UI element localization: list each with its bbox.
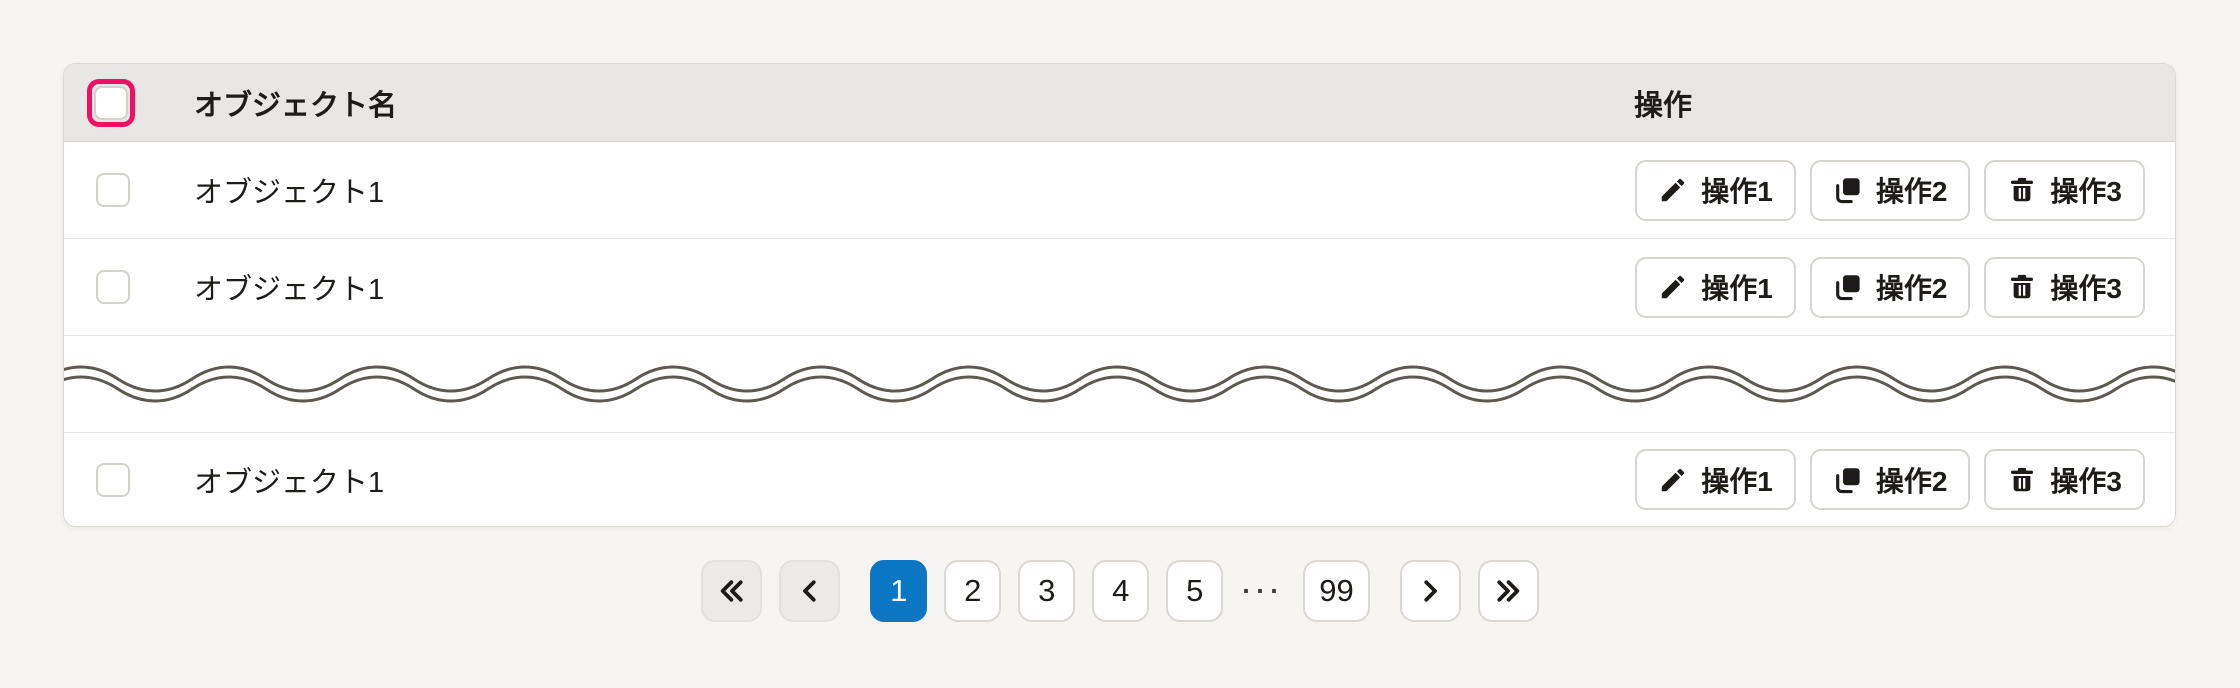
action-label: 操作3 <box>2050 273 2122 304</box>
pencil-icon <box>1662 178 1685 202</box>
row-actions: 操作1 操作2 操作3 <box>1634 159 2175 221</box>
action-label: 操作3 <box>2050 465 2122 497</box>
first-page-button[interactable] <box>701 560 763 622</box>
action1-button[interactable]: 操作1 <box>1635 256 1796 318</box>
action-label: 操作2 <box>1875 273 1948 304</box>
object-name: オブジェクト1 <box>194 177 385 209</box>
trash-icon <box>2011 177 2034 202</box>
last-page-button[interactable] <box>1477 560 1539 622</box>
trash-icon <box>2011 467 2034 491</box>
copy-icon <box>1835 178 1860 204</box>
pagination-ellipsis: ··· <box>1242 575 1285 606</box>
chevrons-left-icon <box>720 580 743 602</box>
table-row: オブジェクト1 操作1 操作2 操作3 <box>64 239 2175 336</box>
select-all-focus-ring <box>87 78 135 127</box>
name-column-header: オブジェクト名 <box>194 89 398 122</box>
row-checkbox[interactable] <box>96 270 130 304</box>
row-actions: 操作1 操作2 操作3 <box>1634 449 2175 510</box>
copy-icon <box>1835 467 1860 493</box>
pencil-icon <box>1662 468 1685 491</box>
row-checkbox[interactable] <box>96 462 130 497</box>
page-button-1[interactable]: 1 <box>870 560 928 622</box>
page-button-3[interactable]: 3 <box>1018 560 1076 622</box>
action-label: 操作2 <box>1875 465 1948 497</box>
action-label: 操作1 <box>1701 273 1773 304</box>
select-all-checkbox[interactable] <box>94 85 128 120</box>
object-name: オブジェクト1 <box>194 274 385 306</box>
table-row: オブジェクト1 操作1 操作2 操作3 <box>64 142 2175 239</box>
table-header-row: オブジェクト名 操作 <box>64 64 2175 142</box>
action2-button[interactable]: 操作2 <box>1809 256 1971 318</box>
select-all-cell <box>64 78 194 127</box>
action3-button[interactable]: 操作3 <box>1984 256 2145 318</box>
row-actions: 操作1 操作2 操作3 <box>1634 256 2175 318</box>
action1-button[interactable]: 操作1 <box>1635 449 1796 510</box>
page-button-5[interactable]: 5 <box>1166 560 1224 622</box>
wavy-line-icon <box>64 365 2175 403</box>
action2-button[interactable]: 操作2 <box>1809 159 1971 221</box>
row-check-cell <box>64 462 194 497</box>
next-page-button[interactable] <box>1399 560 1461 622</box>
action2-button[interactable]: 操作2 <box>1809 449 1971 510</box>
action-label: 操作1 <box>1701 176 1773 207</box>
action1-button[interactable]: 操作1 <box>1635 159 1796 221</box>
object-table: オブジェクト名 操作 オブジェクト1 操作1 操作2 操作3 <box>63 63 2176 527</box>
action3-button[interactable]: 操作3 <box>1984 159 2145 221</box>
table-row: オブジェクト1 操作1 操作2 操作3 <box>64 433 2175 526</box>
action3-button[interactable]: 操作3 <box>1984 449 2145 510</box>
trash-icon <box>2011 274 2034 299</box>
chevron-left-icon <box>802 580 816 602</box>
object-name: オブジェクト1 <box>194 466 385 499</box>
pencil-icon <box>1662 275 1685 299</box>
row-check-cell <box>64 270 194 304</box>
page-button-2[interactable]: 2 <box>944 560 1002 622</box>
truncation-wave-row <box>64 336 2175 433</box>
row-check-cell <box>64 173 194 207</box>
page-button-99[interactable]: 99 <box>1303 560 1370 622</box>
action-label: 操作1 <box>1701 465 1773 497</box>
actions-column-header: 操作 <box>1634 89 1693 122</box>
action-label: 操作3 <box>2050 176 2122 207</box>
row-checkbox[interactable] <box>96 173 130 207</box>
action-label: 操作2 <box>1875 176 1948 207</box>
page-button-4[interactable]: 4 <box>1092 560 1150 622</box>
chevron-right-icon <box>1424 580 1438 602</box>
chevrons-right-icon <box>1497 580 1520 602</box>
copy-icon <box>1835 275 1860 301</box>
previous-page-button[interactable] <box>779 560 841 622</box>
pagination: 1 2 3 4 5 ··· 99 <box>0 560 2240 622</box>
